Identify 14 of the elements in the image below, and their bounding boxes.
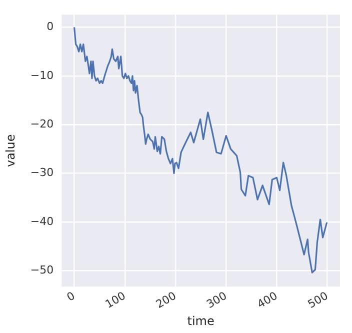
y-tick-label: −20	[30, 117, 54, 130]
y-tick-label: −40	[30, 214, 54, 228]
x-axis-title: time	[187, 314, 214, 328]
y-tick-label: −30	[30, 166, 54, 180]
y-axis-title: value	[3, 134, 18, 168]
y-tick-label: −50	[30, 263, 54, 276]
x-tick-label: 0	[64, 289, 78, 304]
y-tick-label: −10	[30, 68, 54, 82]
x-tick-label: 400	[254, 289, 280, 311]
x-tick-label: 500	[306, 289, 330, 311]
x-tick-label: 200	[154, 289, 178, 311]
x-tick-label: 300	[204, 289, 230, 311]
x-tick-label: 100	[103, 289, 128, 311]
y-tick-label: 0	[46, 20, 54, 34]
